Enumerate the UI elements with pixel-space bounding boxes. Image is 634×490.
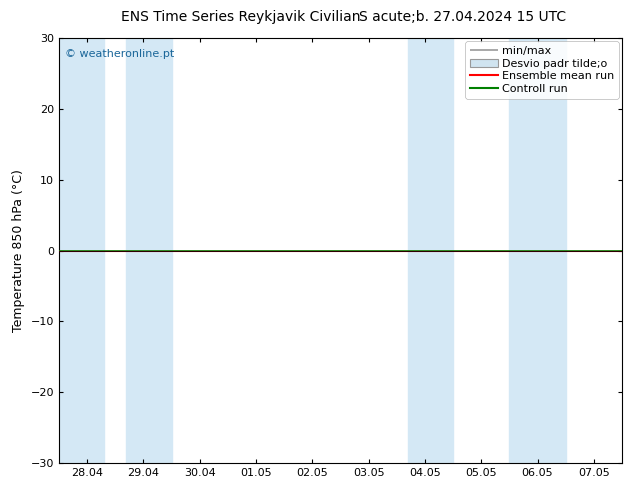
Y-axis label: Temperature 850 hPa (°C): Temperature 850 hPa (°C) [12,169,25,332]
Text: S acute;b. 27.04.2024 15 UTC: S acute;b. 27.04.2024 15 UTC [359,10,566,24]
Text: ENS Time Series Reykjavik Civilian: ENS Time Series Reykjavik Civilian [121,10,361,24]
Bar [127,38,172,463]
Bar [408,38,453,463]
Legend: min/max, Desvio padr tilde;o, Ensemble mean run, Controll run: min/max, Desvio padr tilde;o, Ensemble m… [465,41,619,98]
Text: © weatheronline.pt: © weatheronline.pt [65,49,174,59]
Bar [59,38,104,463]
Bar [509,38,566,463]
